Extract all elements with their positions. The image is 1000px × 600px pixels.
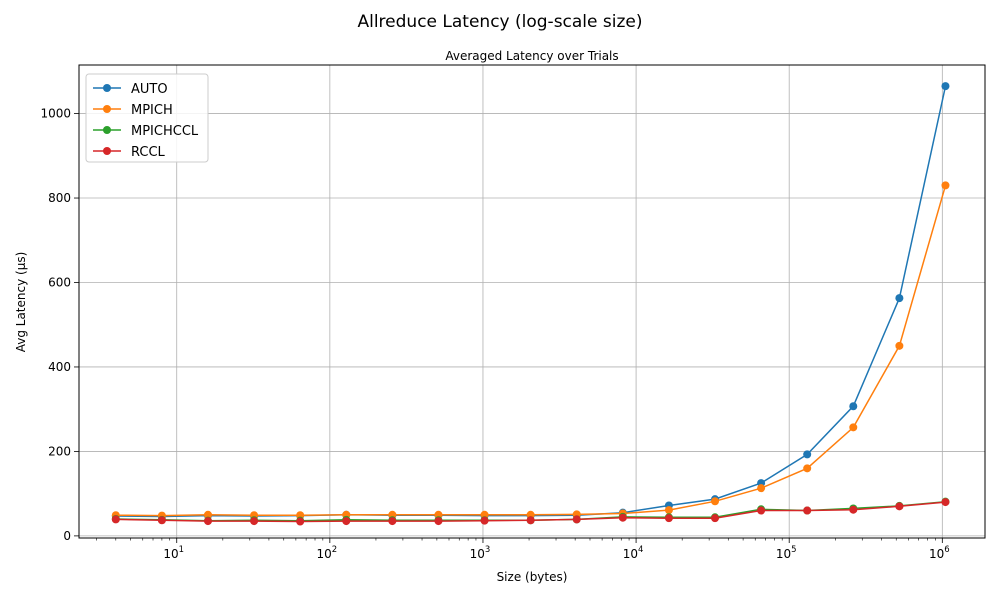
data-point-rccl: [203, 517, 212, 526]
data-point-rccl: [480, 516, 489, 525]
data-point-rccl: [111, 515, 120, 524]
data-point-rccl: [664, 514, 673, 523]
data-point-mpich: [388, 510, 397, 519]
data-point-mpich: [849, 423, 858, 432]
data-point-rccl: [157, 516, 166, 525]
legend-swatch-marker: [103, 84, 111, 92]
x-tick-label: 105: [776, 545, 797, 561]
data-point-rccl: [572, 515, 581, 524]
x-tick-label: 104: [623, 545, 644, 561]
data-point-rccl: [757, 506, 766, 515]
y-tick-label: 1000: [40, 107, 71, 121]
legend-label: RCCL: [131, 145, 166, 160]
data-point-mpich: [711, 497, 720, 506]
legend-entry-mpich: MPICH: [93, 103, 173, 118]
data-point-mpich: [941, 181, 950, 190]
x-minor-ticks: [96, 538, 936, 541]
data-point-mpich: [757, 484, 766, 493]
data-point-rccl: [526, 516, 535, 525]
legend-label: MPICHCCL: [131, 124, 199, 139]
data-point-mpich: [434, 510, 443, 519]
legend-entry-mpichccl: MPICHCCL: [93, 124, 199, 139]
series-mpich: [111, 181, 950, 520]
series-line-mpich: [115, 185, 947, 517]
data-point-mpich: [203, 510, 212, 519]
legend-label: AUTO: [131, 82, 168, 97]
y-tick-label: 400: [48, 360, 71, 374]
plot-area-frame: [78, 64, 986, 539]
x-axis-ticks: 101 102 103 104 105 106: [163, 538, 950, 561]
data-point-mpich: [895, 341, 904, 350]
legend-frame: [85, 73, 209, 163]
data-point-rccl: [895, 502, 904, 511]
x-tick-label: 106: [929, 545, 950, 561]
y-tick-label: 0: [63, 529, 71, 543]
chart-suptitle: Allreduce Latency (log-scale size): [357, 12, 642, 32]
x-axis-label: Size (bytes): [497, 570, 568, 584]
x-tick-label: 103: [470, 545, 491, 561]
data-point-rccl: [342, 517, 351, 526]
data-point-mpich: [803, 464, 812, 473]
data-point-rccl: [296, 517, 305, 526]
legend-entry-rccl: RCCL: [93, 145, 166, 160]
legend-entry-auto: AUTO: [93, 82, 168, 97]
data-point-rccl: [941, 498, 950, 507]
series-lines: [111, 82, 950, 526]
series-auto: [111, 82, 950, 521]
data-point-auto: [803, 450, 812, 459]
data-point-auto: [849, 402, 858, 411]
data-point-auto: [895, 294, 904, 303]
data-point-mpich: [664, 506, 673, 515]
legend: AUTO MPICH MPICHCCL RCCL: [85, 73, 209, 163]
y-tick-label: 800: [48, 191, 71, 205]
grid-lines: [79, 65, 985, 538]
data-point-rccl: [803, 506, 812, 515]
data-point-rccl: [250, 517, 259, 526]
legend-swatch-marker: [103, 126, 111, 134]
data-point-mpich: [296, 511, 305, 520]
x-tick-label: 102: [316, 545, 337, 561]
legend-swatch-marker: [103, 105, 111, 113]
y-tick-label: 200: [48, 444, 71, 458]
series-line-auto: [115, 85, 947, 518]
data-point-auto: [941, 82, 950, 91]
y-axis-ticks: 0 200 400 600 800 1000: [40, 107, 79, 543]
legend-label: MPICH: [131, 103, 173, 118]
data-point-rccl: [618, 513, 627, 522]
data-point-rccl: [849, 505, 858, 514]
data-point-rccl: [434, 517, 443, 526]
data-point-mpich: [526, 510, 535, 519]
series-rccl: [111, 498, 950, 526]
chart-subtitle: Averaged Latency over Trials: [445, 49, 618, 63]
data-point-mpich: [480, 510, 489, 519]
y-tick-label: 600: [48, 275, 71, 289]
data-point-rccl: [388, 517, 397, 526]
y-axis-label: Avg Latency (µs): [14, 252, 28, 353]
data-point-rccl: [711, 514, 720, 523]
x-tick-label: 101: [163, 545, 184, 561]
legend-swatch-marker: [103, 147, 111, 155]
